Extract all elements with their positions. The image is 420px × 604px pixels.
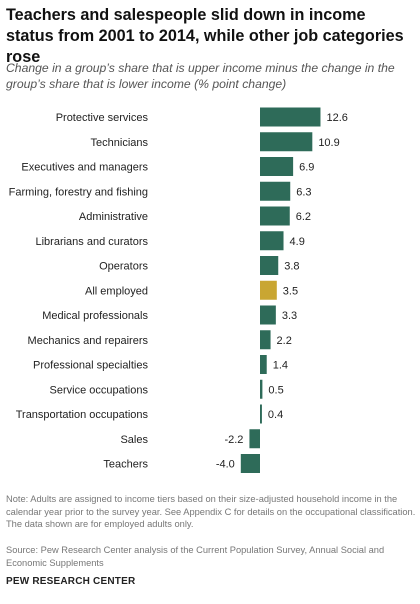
bar: [260, 181, 291, 201]
value-label: 3.3: [282, 310, 297, 322]
category-label: Farming, forestry and fishing: [9, 186, 148, 198]
value-label: -4.0: [216, 459, 235, 471]
value-label: -2.2: [224, 434, 243, 446]
category-label: Executives and managers: [21, 162, 148, 174]
category-label: Technicians: [91, 137, 149, 149]
value-label: 12.6: [326, 112, 347, 124]
bar: [249, 429, 260, 449]
category-label: Mechanics and repairers: [28, 335, 149, 347]
value-label: 6.9: [299, 162, 314, 174]
chart-title: Teachers and salespeople slid down in in…: [6, 6, 404, 66]
value-label: 0.5: [268, 384, 283, 396]
value-label: 6.2: [296, 211, 311, 223]
category-label: All employed: [85, 285, 148, 297]
category-label: Operators: [99, 261, 148, 273]
category-label: Sales: [120, 434, 148, 446]
value-label: 2.2: [277, 335, 292, 347]
bar: [260, 206, 290, 226]
value-label: 6.3: [296, 186, 311, 198]
bar: [260, 305, 276, 325]
value-label: 1.4: [273, 360, 288, 372]
bar: [240, 454, 260, 473]
bar: [260, 379, 263, 399]
value-label: 3.5: [283, 285, 298, 297]
bar: [260, 355, 267, 374]
bar: [260, 330, 271, 350]
value-label: 10.9: [318, 137, 339, 149]
bar: [260, 107, 321, 127]
chart-source: Source: Pew Research Center analysis of …: [6, 545, 385, 568]
category-label: Professional specialties: [33, 360, 148, 372]
bar: [260, 157, 294, 176]
category-label: Service occupations: [50, 384, 149, 396]
bar: [260, 256, 279, 275]
category-label: Librarians and curators: [35, 236, 148, 248]
category-label: Administrative: [79, 211, 148, 223]
brand-logo-text: PEW RESEARCH CENTER: [6, 576, 136, 587]
bar: [260, 280, 277, 300]
category-label: Protective services: [56, 112, 149, 124]
bar: [260, 132, 313, 152]
value-label: 4.9: [290, 236, 305, 248]
value-label: 0.4: [268, 409, 283, 421]
bar: [260, 231, 284, 251]
bar: [260, 404, 262, 424]
chart-subtitle: Change in a group’s share that is upper …: [6, 61, 395, 91]
bar-chart: Protective services 12.6 Technicians 10.9 Ex…: [9, 107, 348, 473]
chart-note: Note: Adults are assigned to income tier…: [6, 494, 416, 529]
category-label: Transportation occupations: [16, 409, 149, 421]
category-label: Teachers: [103, 459, 148, 471]
category-label: Medical professionals: [42, 310, 148, 322]
value-label: 3.8: [284, 261, 299, 273]
